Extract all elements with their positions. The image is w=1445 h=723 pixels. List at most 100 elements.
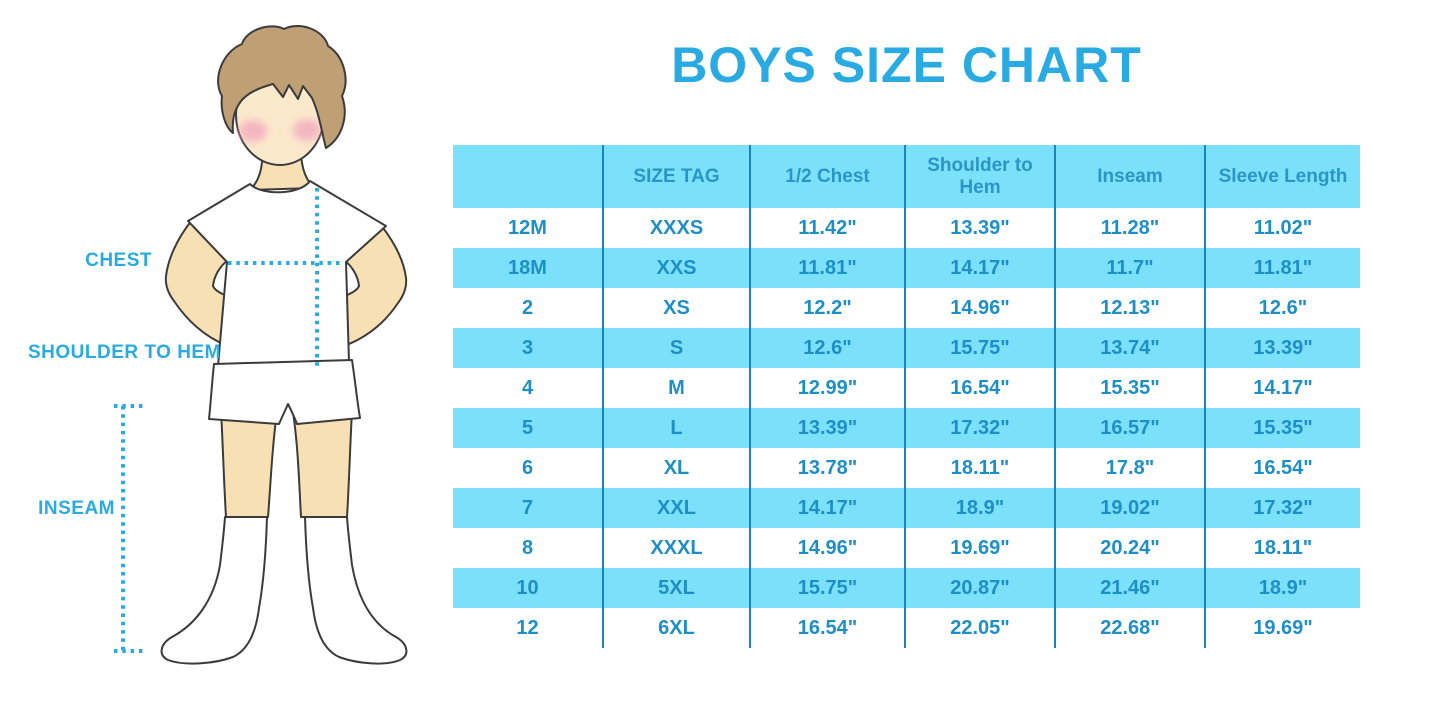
row-size-label: 10 bbox=[453, 568, 603, 608]
row-size-label: 3 bbox=[453, 328, 603, 368]
row-size-label: 12 bbox=[516, 616, 539, 639]
row-size-label: 2 bbox=[521, 296, 534, 319]
table-cell: 19.69" bbox=[904, 528, 1055, 568]
table-cell: 14.17" bbox=[749, 488, 905, 528]
table-row: 2 XS 12.2" 14.96" 12.13" 12.6" bbox=[453, 288, 1360, 328]
table-cell: 13.39" bbox=[904, 208, 1055, 248]
table-row: 18M XXS 11.81" 14.17" 11.7" 11.81" bbox=[453, 248, 1360, 288]
left-arm bbox=[164, 219, 233, 347]
table-cell: 11.7" bbox=[1054, 248, 1205, 288]
row-size-label: 12M bbox=[508, 216, 547, 239]
left-leg bbox=[220, 409, 278, 518]
table-cell: 18.9" bbox=[1204, 568, 1360, 608]
table-cell: 15.35" bbox=[1054, 368, 1205, 408]
table-cell: 20.87" bbox=[904, 568, 1055, 608]
right-sock bbox=[304, 516, 408, 665]
table-cell: 17.32" bbox=[1204, 488, 1360, 528]
table-cell: 12.6" bbox=[749, 328, 905, 368]
table-cell: XXXS bbox=[602, 208, 750, 248]
table-cell: L bbox=[602, 408, 750, 448]
column-header: Inseam bbox=[1054, 145, 1205, 208]
column-header: Shoulder to Hem bbox=[904, 145, 1055, 208]
table-cell: XXXL bbox=[602, 528, 750, 568]
table-row: 12 6XL 16.54" 22.05" 22.68" 19.69" bbox=[453, 608, 1360, 648]
inseam-label: INSEAM bbox=[38, 498, 115, 519]
row-size-label: 6 bbox=[521, 456, 534, 479]
row-size-label: 8 bbox=[521, 536, 534, 559]
table-cell: 19.02" bbox=[1054, 488, 1205, 528]
table-cell: 16.54" bbox=[904, 368, 1055, 408]
table-cell: 12.2" bbox=[749, 288, 905, 328]
table-cell: 22.68" bbox=[1054, 608, 1205, 648]
table-cell: 17.32" bbox=[904, 408, 1055, 448]
table-cell: XS bbox=[602, 288, 750, 328]
chest-label: CHEST bbox=[85, 250, 152, 271]
table-cell: 6XL bbox=[602, 608, 750, 648]
table-cell: 18.11" bbox=[1204, 528, 1360, 568]
column-header: 1/2 Chest bbox=[749, 145, 905, 208]
table-cell: XXS bbox=[602, 248, 750, 288]
table-cell: 13.39" bbox=[1204, 328, 1360, 368]
table-cell: 13.39" bbox=[749, 408, 905, 448]
table-cell: 14.96" bbox=[904, 288, 1055, 328]
table-cell: XL bbox=[602, 448, 750, 488]
table-cell: M bbox=[602, 368, 750, 408]
table-cell: 18.9" bbox=[904, 488, 1055, 528]
row-size-label: 18M bbox=[453, 248, 603, 288]
shoulder-to-hem-label: SHOULDER TO HEM bbox=[28, 342, 221, 363]
table-cell: 19.69" bbox=[1204, 608, 1360, 648]
size-chart-body: 12M XXXS 11.42" 13.39" 11.28" 11.02" 18M XXS 11.… bbox=[453, 208, 1360, 648]
table-cell: 15.35" bbox=[1204, 408, 1360, 448]
right-leg bbox=[292, 409, 353, 518]
column-header: SIZE TAG bbox=[602, 145, 750, 208]
table-cell: XXL bbox=[602, 488, 750, 528]
table-cell: 16.57" bbox=[1054, 408, 1205, 448]
table-cell: 13.78" bbox=[749, 448, 905, 488]
table-cell: 12.99" bbox=[749, 368, 905, 408]
table-cell: 14.96" bbox=[749, 528, 905, 568]
table-cell: 18.11" bbox=[904, 448, 1055, 488]
table-cell: 12.6" bbox=[1204, 288, 1360, 328]
hair bbox=[217, 25, 347, 149]
column-header: Sleeve Length bbox=[1204, 145, 1360, 208]
table-cell: 20.24" bbox=[1054, 528, 1205, 568]
table-cell: 5XL bbox=[602, 568, 750, 608]
table-cell: 11.28" bbox=[1054, 208, 1205, 248]
row-size-label: 7 bbox=[453, 488, 603, 528]
blush-right bbox=[293, 119, 321, 141]
row-size-label: 4 bbox=[521, 376, 534, 399]
table-cell: 14.17" bbox=[904, 248, 1055, 288]
table-cell: 16.54" bbox=[1204, 448, 1360, 488]
table-cell: 11.81" bbox=[1204, 248, 1360, 288]
table-row: 8 XXXL 14.96" 19.69" 20.24" 18.11" bbox=[453, 528, 1360, 568]
table-cell: 11.02" bbox=[1204, 208, 1360, 248]
table-row: 12M XXXS 11.42" 13.39" 11.28" 11.02" bbox=[453, 208, 1360, 248]
table-row: 10 5XL 15.75" 20.87" 21.46" 18.9" bbox=[453, 568, 1360, 608]
table-cell: 15.75" bbox=[904, 328, 1055, 368]
boy-figure-illustration bbox=[114, 25, 408, 665]
row-size-label: 5 bbox=[453, 408, 603, 448]
size-chart-head-row: SIZE TAG 1/2 Chest Shoulder to Hem Inseam Sl… bbox=[453, 145, 1360, 208]
table-row: 4 M 12.99" 16.54" 15.35" 14.17" bbox=[453, 368, 1360, 408]
size-chart-table: SIZE TAG 1/2 Chest Shoulder to Hem Inseam Sl… bbox=[453, 145, 1360, 648]
column-header bbox=[453, 145, 603, 208]
table-cell: S bbox=[602, 328, 750, 368]
shorts bbox=[208, 359, 361, 425]
table-cell: 15.75" bbox=[749, 568, 905, 608]
table-cell: 17.8" bbox=[1054, 448, 1205, 488]
table-row: 5 L 13.39" 17.32" 16.57" 15.35" bbox=[453, 408, 1360, 448]
right-arm bbox=[339, 223, 408, 347]
table-cell: 22.05" bbox=[904, 608, 1055, 648]
table-cell: 14.17" bbox=[1204, 368, 1360, 408]
table-cell: 21.46" bbox=[1054, 568, 1205, 608]
table-cell: 11.81" bbox=[749, 248, 905, 288]
table-cell: 16.54" bbox=[749, 608, 905, 648]
table-row: 7 XXL 14.17" 18.9" 19.02" 17.32" bbox=[453, 488, 1360, 528]
left-sock bbox=[160, 516, 268, 665]
table-cell: 11.42" bbox=[749, 208, 905, 248]
table-row: 3 S 12.6" 15.75" 13.74" 13.39" bbox=[453, 328, 1360, 368]
table-row: 6 XL 13.78" 18.11" 17.8" 16.54" bbox=[453, 448, 1360, 488]
table-cell: 12.13" bbox=[1054, 288, 1205, 328]
page-title: BOYS SIZE CHART bbox=[671, 37, 1142, 93]
